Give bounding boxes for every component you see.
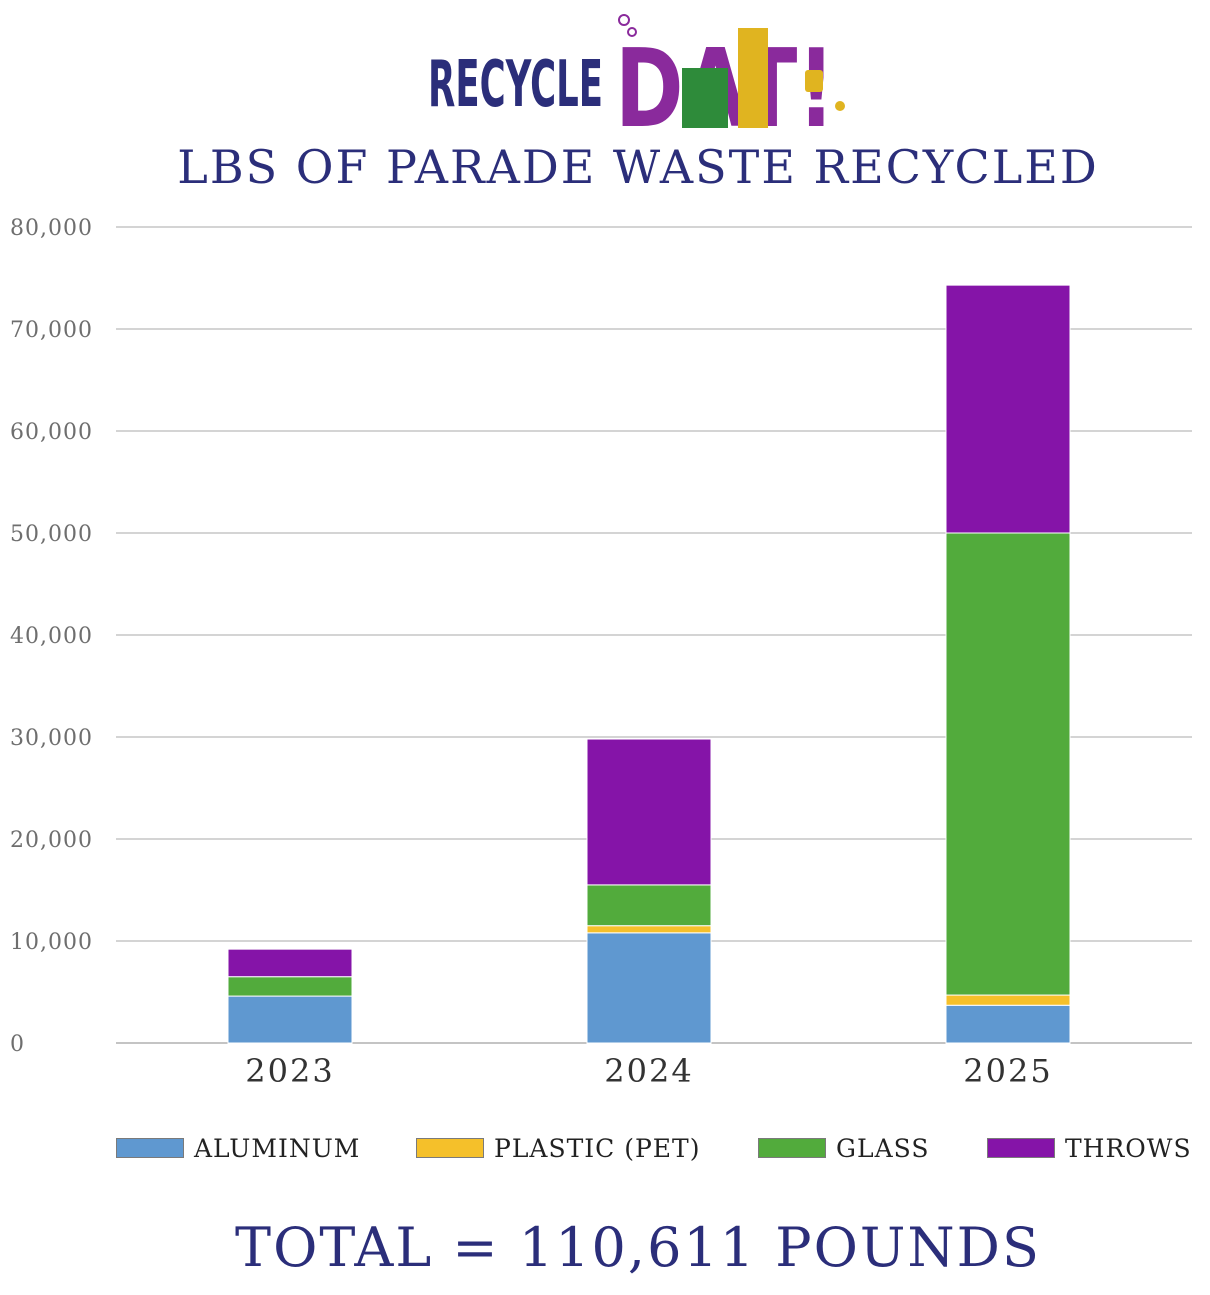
y-tick-label: 40,000 [10, 624, 93, 649]
legend-item: THROWS [987, 1130, 1192, 1166]
logo-word-dat: DAT! [615, 27, 835, 136]
x-tick-label: 2025 [963, 1052, 1052, 1090]
y-tick-label: 10,000 [10, 930, 93, 955]
y-tick-label: 70,000 [10, 318, 93, 343]
bar-segment-throws-2023 [227, 948, 353, 978]
bar-segment-aluminum-2024 [586, 932, 712, 1044]
bottle-cap-icon [805, 70, 845, 111]
bar-segment-glass-2025 [945, 532, 1071, 996]
chart-title: LBS OF PARADE WASTE RECYCLED [177, 140, 1099, 194]
legend-swatch [116, 1138, 184, 1158]
legend-label: PLASTIC (PET) [494, 1133, 701, 1163]
legend-label: ALUMINUM [194, 1133, 361, 1163]
bar-segment-throws-2024 [586, 738, 712, 886]
y-tick-label: 60,000 [10, 420, 93, 445]
legend-label: GLASS [836, 1133, 930, 1163]
y-tick-label: 80,000 [10, 216, 93, 241]
total-pounds: TOTAL = 110,611 POUNDS [235, 1216, 1041, 1279]
legend-swatch [416, 1138, 484, 1158]
bars [227, 284, 1071, 1044]
logo-word-recycle: RECYCLE [428, 48, 603, 122]
bubbles-icon [618, 14, 637, 37]
legend-item: GLASS [758, 1130, 929, 1166]
bar-segment-throws-2025 [945, 284, 1071, 534]
legend-swatch [987, 1138, 1055, 1158]
legend: ALUMINUM PLASTIC (PET) GLASS THROWS [0, 1130, 1210, 1170]
y-axis-ticks: 0 10,000 20,000 30,000 40,000 50,000 60,000 70,… [10, 216, 93, 1057]
legend-item: ALUMINUM [116, 1130, 360, 1166]
bar-segment-plastic-pet-2025 [945, 994, 1071, 1006]
bar-segment-plastic-pet-2024 [586, 925, 712, 934]
x-tick-label: 2023 [245, 1052, 334, 1090]
y-tick-label: 20,000 [10, 828, 93, 853]
bar-segment-aluminum-2025 [945, 1004, 1071, 1044]
bar-segment-glass-2023 [227, 976, 353, 997]
x-tick-label: 2024 [604, 1052, 693, 1090]
bar-segment-glass-2024 [586, 884, 712, 927]
y-tick-label: 0 [10, 1032, 25, 1057]
x-axis-ticks: 2023 2024 2025 [245, 1052, 1052, 1090]
y-tick-label: 50,000 [10, 522, 93, 547]
legend-swatch [758, 1138, 826, 1158]
bar-segment-aluminum-2023 [227, 995, 353, 1044]
legend-label: THROWS [1065, 1133, 1192, 1163]
legend-item: PLASTIC (PET) [416, 1130, 700, 1166]
recycle-dat-logo: RECYCLE DAT! [428, 14, 845, 136]
y-tick-label: 30,000 [10, 726, 93, 751]
